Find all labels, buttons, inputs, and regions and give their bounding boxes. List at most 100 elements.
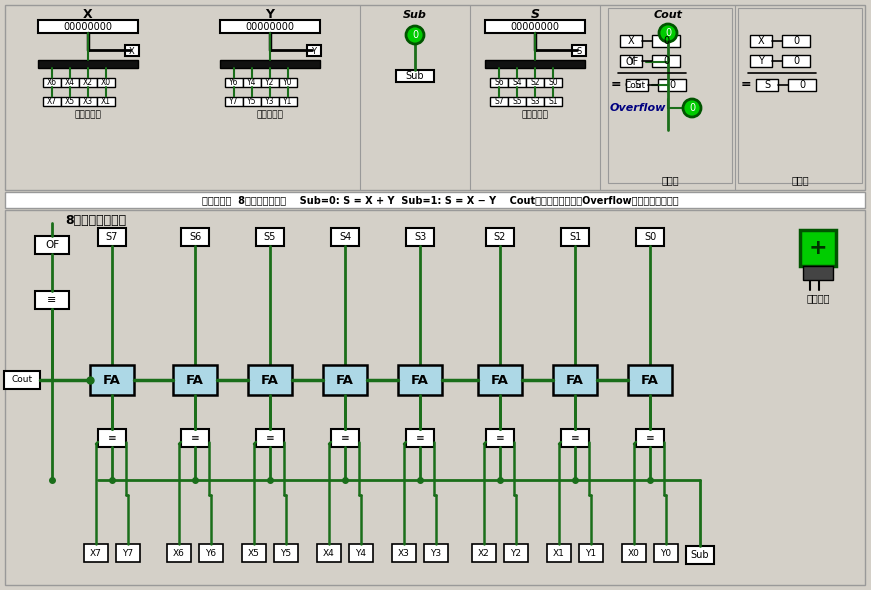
Bar [782, 55, 810, 67]
Bar [618, 55, 646, 69]
Text: 8位可控加减法器: 8位可控加减法器 [65, 215, 126, 228]
Bar [756, 79, 778, 91]
Bar [738, 8, 862, 183]
Bar [125, 45, 139, 56]
Bar [800, 230, 836, 266]
Text: S3: S3 [530, 97, 540, 106]
Text: ≡: ≡ [47, 295, 57, 305]
Text: Y6: Y6 [229, 78, 239, 87]
Bar [35, 291, 69, 309]
Text: X: X [129, 47, 135, 55]
Text: S: S [634, 80, 640, 90]
Text: X0: X0 [101, 78, 111, 87]
Text: S4: S4 [339, 232, 351, 242]
Bar [35, 236, 69, 254]
Text: Y1: Y1 [585, 549, 597, 558]
Bar [396, 70, 434, 82]
Text: S6: S6 [494, 78, 503, 87]
Bar [279, 97, 297, 106]
Text: Y1: Y1 [283, 97, 293, 106]
Bar [392, 544, 416, 562]
Text: Y: Y [266, 8, 274, 21]
Bar [4, 371, 40, 389]
Bar [220, 60, 320, 68]
Bar [508, 97, 526, 106]
Text: S1: S1 [569, 232, 581, 242]
Bar [485, 60, 585, 68]
Bar [478, 365, 522, 395]
Text: Y7: Y7 [123, 549, 133, 558]
Bar [261, 78, 279, 87]
Text: 00000000: 00000000 [246, 22, 294, 32]
Bar [508, 78, 526, 87]
Text: S4: S4 [512, 78, 522, 87]
Bar [618, 78, 652, 92]
Bar [526, 78, 544, 87]
Bar [274, 544, 298, 562]
Bar [38, 60, 138, 68]
Bar [472, 544, 496, 562]
Bar [553, 365, 597, 395]
Text: X2: X2 [478, 549, 490, 558]
Bar [544, 97, 562, 106]
Bar [331, 228, 359, 246]
Text: ≡: ≡ [191, 433, 199, 443]
Text: 0: 0 [793, 56, 799, 66]
Text: S7: S7 [494, 97, 503, 106]
Bar [544, 78, 562, 87]
Text: X: X [758, 36, 765, 46]
Text: X7: X7 [90, 549, 102, 558]
Bar [220, 20, 320, 33]
Text: FA: FA [261, 373, 279, 386]
Text: 0: 0 [663, 36, 669, 46]
Bar [5, 210, 865, 585]
Bar [490, 78, 508, 87]
Text: FA: FA [491, 373, 509, 386]
Text: X5: X5 [248, 549, 260, 558]
Text: Y3: Y3 [266, 97, 274, 106]
Text: X: X [84, 8, 93, 21]
Text: X3: X3 [398, 549, 410, 558]
Bar [406, 429, 434, 447]
Text: X6: X6 [47, 78, 57, 87]
Text: X3: X3 [83, 97, 93, 106]
Text: OF: OF [625, 57, 638, 67]
Bar [803, 266, 833, 280]
Text: S3: S3 [414, 232, 426, 242]
Text: X6: X6 [173, 549, 185, 558]
Bar [486, 429, 514, 447]
Bar [5, 192, 865, 208]
Text: ≡: ≡ [496, 433, 504, 443]
Text: 输出引脚区: 输出引脚区 [522, 110, 549, 120]
Bar [406, 228, 434, 246]
Text: Y5: Y5 [247, 97, 257, 106]
Bar [323, 365, 367, 395]
Bar [658, 79, 686, 91]
Circle shape [683, 99, 701, 117]
Bar [652, 55, 680, 67]
Text: 0: 0 [412, 30, 418, 40]
Text: OF: OF [45, 240, 59, 250]
Bar [256, 228, 284, 246]
Bar [485, 20, 585, 33]
Bar [199, 544, 223, 562]
Bar [547, 544, 571, 562]
Bar [572, 45, 586, 56]
Bar [279, 78, 297, 87]
Text: 功能说明：  8位可控加减法器    Sub=0: S = X + Y  Sub=1: S = X − Y    Cout为最高位进位位，Overflow为有符: 功能说明： 8位可控加减法器 Sub=0: S = X + Y Sub=1: S… [202, 195, 679, 205]
Bar [620, 55, 642, 67]
Text: Cout: Cout [11, 375, 32, 385]
Text: S: S [577, 47, 582, 55]
Bar [243, 78, 261, 87]
Text: Y4: Y4 [355, 549, 367, 558]
Text: 0: 0 [663, 56, 669, 66]
Bar [181, 228, 209, 246]
Bar [5, 5, 865, 190]
Bar [782, 35, 810, 47]
Text: X1: X1 [553, 549, 565, 558]
Bar [307, 45, 321, 56]
Bar [331, 429, 359, 447]
Circle shape [659, 24, 677, 42]
Text: Y: Y [312, 47, 316, 55]
Bar [61, 78, 79, 87]
